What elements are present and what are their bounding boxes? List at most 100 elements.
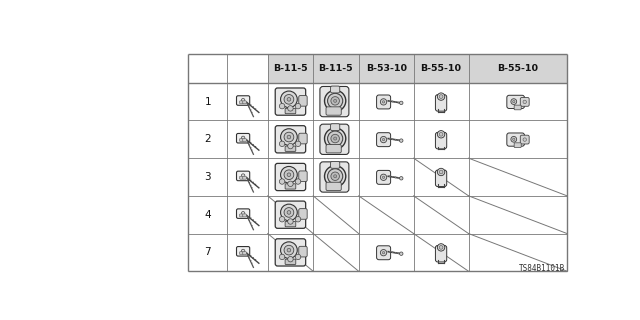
Text: 2: 2 <box>204 134 211 144</box>
FancyBboxPatch shape <box>326 107 341 115</box>
Circle shape <box>398 253 399 254</box>
Circle shape <box>287 173 291 177</box>
Circle shape <box>295 141 301 147</box>
FancyBboxPatch shape <box>239 101 243 104</box>
Circle shape <box>287 211 291 214</box>
Circle shape <box>328 93 343 108</box>
FancyBboxPatch shape <box>514 143 521 148</box>
FancyBboxPatch shape <box>237 96 250 105</box>
Circle shape <box>511 136 516 142</box>
FancyBboxPatch shape <box>376 170 390 184</box>
FancyBboxPatch shape <box>320 162 349 192</box>
Circle shape <box>382 101 385 103</box>
FancyBboxPatch shape <box>275 88 306 115</box>
FancyBboxPatch shape <box>243 214 246 217</box>
Circle shape <box>287 248 291 252</box>
Circle shape <box>288 219 293 224</box>
Circle shape <box>439 170 443 174</box>
Circle shape <box>280 179 285 184</box>
Circle shape <box>280 242 297 259</box>
Text: TS84B1101B: TS84B1101B <box>519 264 566 273</box>
Circle shape <box>513 100 515 103</box>
FancyBboxPatch shape <box>376 95 390 109</box>
FancyBboxPatch shape <box>514 105 521 110</box>
Circle shape <box>439 245 443 249</box>
Circle shape <box>439 132 443 136</box>
FancyBboxPatch shape <box>237 171 250 181</box>
FancyBboxPatch shape <box>285 184 296 189</box>
Circle shape <box>395 101 396 103</box>
FancyBboxPatch shape <box>285 146 296 151</box>
FancyBboxPatch shape <box>507 133 524 146</box>
FancyBboxPatch shape <box>239 139 243 141</box>
Circle shape <box>324 90 346 111</box>
Circle shape <box>398 102 399 103</box>
FancyBboxPatch shape <box>299 171 307 181</box>
Circle shape <box>382 139 385 141</box>
FancyBboxPatch shape <box>299 209 307 219</box>
Circle shape <box>288 256 293 262</box>
FancyBboxPatch shape <box>237 209 250 218</box>
Circle shape <box>241 249 245 253</box>
FancyBboxPatch shape <box>326 145 341 153</box>
Circle shape <box>382 176 385 179</box>
Circle shape <box>380 136 387 143</box>
Circle shape <box>399 139 403 142</box>
Circle shape <box>513 138 515 140</box>
Circle shape <box>399 101 403 105</box>
FancyBboxPatch shape <box>243 252 246 255</box>
Text: B-11-5: B-11-5 <box>319 64 353 73</box>
FancyBboxPatch shape <box>320 124 349 155</box>
FancyBboxPatch shape <box>507 95 524 108</box>
Circle shape <box>288 106 293 111</box>
Text: B-11-5: B-11-5 <box>273 64 308 73</box>
Circle shape <box>280 217 285 222</box>
Circle shape <box>288 181 293 187</box>
Circle shape <box>392 252 393 253</box>
Circle shape <box>437 168 445 176</box>
Bar <box>268 54 567 83</box>
Circle shape <box>241 136 245 140</box>
FancyBboxPatch shape <box>435 132 447 149</box>
Circle shape <box>398 140 399 141</box>
Circle shape <box>280 129 297 145</box>
Circle shape <box>280 254 285 260</box>
Circle shape <box>395 252 396 253</box>
Text: B-55-10: B-55-10 <box>497 64 538 73</box>
Circle shape <box>295 179 301 184</box>
FancyBboxPatch shape <box>243 139 246 141</box>
Circle shape <box>333 175 337 178</box>
Circle shape <box>395 139 396 140</box>
Circle shape <box>523 100 527 104</box>
FancyBboxPatch shape <box>299 246 307 257</box>
Circle shape <box>399 252 403 255</box>
FancyBboxPatch shape <box>237 133 250 143</box>
FancyBboxPatch shape <box>331 124 340 131</box>
Circle shape <box>392 139 393 140</box>
FancyBboxPatch shape <box>275 239 306 266</box>
Circle shape <box>389 100 390 101</box>
Circle shape <box>392 101 393 102</box>
FancyBboxPatch shape <box>239 214 243 217</box>
Circle shape <box>380 250 387 256</box>
Circle shape <box>331 172 339 180</box>
Circle shape <box>395 177 396 178</box>
Circle shape <box>333 137 337 140</box>
Circle shape <box>333 99 337 102</box>
Circle shape <box>392 176 393 177</box>
Circle shape <box>328 169 343 184</box>
Circle shape <box>280 91 297 108</box>
FancyBboxPatch shape <box>435 95 447 111</box>
Circle shape <box>439 95 443 99</box>
Circle shape <box>295 254 301 260</box>
FancyBboxPatch shape <box>275 164 306 191</box>
Circle shape <box>324 128 346 149</box>
Circle shape <box>295 103 301 109</box>
Circle shape <box>511 99 516 104</box>
Circle shape <box>241 174 245 177</box>
Circle shape <box>523 138 527 141</box>
FancyBboxPatch shape <box>243 176 246 179</box>
Circle shape <box>280 166 297 183</box>
FancyBboxPatch shape <box>275 126 306 153</box>
Circle shape <box>241 99 245 102</box>
